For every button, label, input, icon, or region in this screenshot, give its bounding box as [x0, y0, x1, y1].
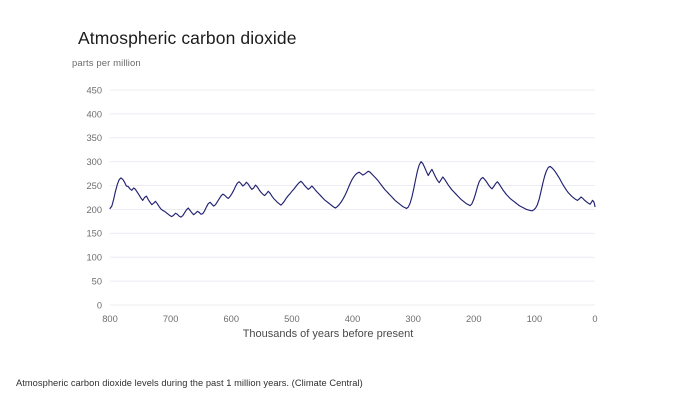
y-axis-tick-label: 50: [92, 277, 102, 287]
x-axis-title: Thousands of years before present: [242, 328, 414, 340]
x-axis-tick-label: 400: [345, 314, 361, 324]
figure-caption: Atmospheric carbon dioxide levels during…: [16, 378, 363, 388]
y-axis-tick-label: 400: [86, 109, 102, 119]
x-axis-tick-label: 100: [527, 314, 543, 324]
x-axis-tick-label: 0: [592, 314, 597, 324]
y-axis-tick-label: 450: [86, 85, 102, 95]
chart-card: Atmospheric carbon dioxide parts per mil…: [48, 8, 675, 348]
plot-area: 0 50 100 150 200 250 300 350 400 450 800 700 600 500 4…: [48, 8, 675, 348]
y-axis-tick-label: 0: [97, 300, 102, 310]
x-axis-tick-label: 700: [163, 314, 179, 324]
x-axis-tick-label: 200: [466, 314, 482, 324]
co2-line-chart: 0 50 100 150 200 250 300 350 400 450 800 700 600 500 4…: [86, 85, 597, 324]
x-axis-tick-label: 600: [223, 314, 239, 324]
y-axis-tick-label: 350: [86, 133, 102, 143]
x-axis-tick-label: 300: [405, 314, 421, 324]
y-axis-tick-label: 250: [86, 181, 102, 191]
y-axis-unit-label: parts per million: [72, 58, 141, 69]
co2-data-line: [109, 161, 596, 218]
x-axis-tick-label: 800: [102, 314, 118, 324]
x-axis-tick-label: 500: [284, 314, 300, 324]
y-axis-tick-label: 150: [86, 229, 102, 239]
y-axis-tick-label: 300: [86, 157, 102, 167]
y-axis-tick-label: 100: [86, 253, 102, 263]
chart-title: Atmospheric carbon dioxide: [78, 28, 297, 48]
y-axis-tick-label: 200: [86, 205, 102, 215]
